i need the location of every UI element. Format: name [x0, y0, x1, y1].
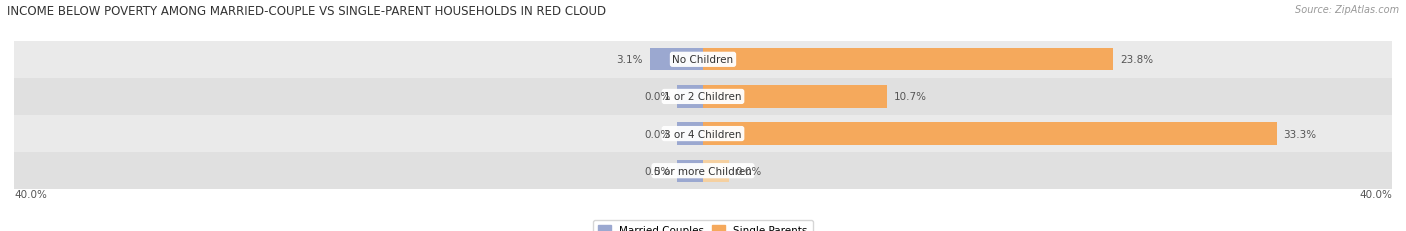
Text: 0.0%: 0.0%	[644, 166, 671, 176]
Text: INCOME BELOW POVERTY AMONG MARRIED-COUPLE VS SINGLE-PARENT HOUSEHOLDS IN RED CLO: INCOME BELOW POVERTY AMONG MARRIED-COUPL…	[7, 5, 606, 18]
Bar	[703, 123, 1277, 145]
Text: 10.7%: 10.7%	[894, 92, 927, 102]
Text: No Children: No Children	[672, 55, 734, 65]
Text: 40.0%: 40.0%	[14, 189, 46, 199]
Text: 3.1%: 3.1%	[616, 55, 643, 65]
Bar	[678, 123, 703, 145]
Bar	[703, 160, 728, 182]
Text: Source: ZipAtlas.com: Source: ZipAtlas.com	[1295, 5, 1399, 15]
Legend: Married Couples, Single Parents: Married Couples, Single Parents	[593, 220, 813, 231]
Text: 0.0%: 0.0%	[644, 129, 671, 139]
Bar	[678, 160, 703, 182]
Bar	[14, 152, 1392, 189]
Text: 33.3%: 33.3%	[1284, 129, 1316, 139]
Bar	[703, 86, 887, 108]
Bar	[14, 79, 1392, 116]
Bar	[678, 86, 703, 108]
Bar	[703, 49, 1114, 71]
Bar	[14, 42, 1392, 79]
Text: 1 or 2 Children: 1 or 2 Children	[664, 92, 742, 102]
Text: 0.0%: 0.0%	[644, 92, 671, 102]
Bar	[650, 49, 703, 71]
Bar	[14, 116, 1392, 152]
Text: 23.8%: 23.8%	[1119, 55, 1153, 65]
Text: 5 or more Children: 5 or more Children	[654, 166, 752, 176]
Text: 0.0%: 0.0%	[735, 166, 762, 176]
Text: 40.0%: 40.0%	[1360, 189, 1392, 199]
Text: 3 or 4 Children: 3 or 4 Children	[664, 129, 742, 139]
